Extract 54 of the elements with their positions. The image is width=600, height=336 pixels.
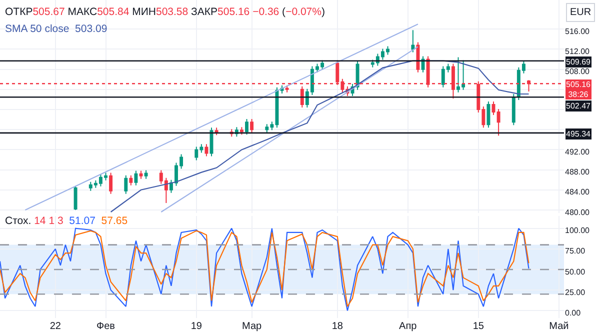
candlestick [416,42,420,73]
x-tick-label: 19 [190,321,202,332]
candlestick [204,144,208,157]
text: 38:26 [568,90,589,100]
ref-line-label: 502.47 [566,101,592,110]
y-tick-label: 512.00 [565,47,590,56]
y-tick-label: 484.00 [565,188,590,197]
x-tick-label: Фев [96,321,115,332]
chart-title: Стох. 14 1 3 [5,215,64,227]
candlestick [124,174,128,194]
annotation: 503.09 [75,23,108,35]
y-tick-label: 75.00 [565,246,586,256]
candlestick [139,170,143,180]
candlestick [74,185,78,210]
candlestick [492,100,496,116]
text: EUR [570,7,592,18]
candlestick [245,118,248,136]
candlestick [285,84,289,93]
candlestick [300,86,304,108]
x-tick-label: 15 [472,321,484,332]
text: SMA 50 close [5,23,70,35]
annotation: 57.65 [101,215,128,227]
candlestick [240,126,244,136]
candlestick [411,30,415,53]
candlestick [486,100,490,128]
y-tick-label: 488.00 [565,168,590,177]
candlestick [496,108,500,136]
y-tick-label: 0.00 [565,308,582,318]
chart-title: ОТКР505.67 МАКС505.84 МИН503.58 ЗАКР505.16 −0.36 (−0.07%) [5,6,325,18]
candlestick [109,172,113,194]
candlestick [356,60,360,90]
y-tick-label: 50.00 [565,267,586,276]
candlestick [144,170,148,180]
candlestick [129,174,133,186]
y-tick-label: 492.00 [565,148,590,156]
annotation: 51.07 [69,215,96,227]
x-tick-label: 22 [50,321,62,332]
y-tick-label: 100.00 [565,226,590,236]
y-tick-label: 480.00 [565,208,590,217]
y-tick-label: 508.00 [565,67,590,76]
x-tick-label: Мар [242,321,262,332]
y-tick-label: 25.00 [565,288,586,297]
candlestick [512,93,516,126]
ref-line-label: 495.34 [566,129,592,138]
candlestick [214,127,218,136]
x-tick-label: Май [549,321,569,332]
ref-line-label: 505.16 [566,80,592,89]
line-series [110,60,530,213]
y-tick-label: 516.00 [565,26,590,36]
ref-line-label: 509.69 [566,57,592,66]
x-tick-label: Апр [399,321,418,332]
candlestick [134,170,138,186]
x-tick-label: 18 [332,321,344,332]
candlestick [250,118,254,134]
